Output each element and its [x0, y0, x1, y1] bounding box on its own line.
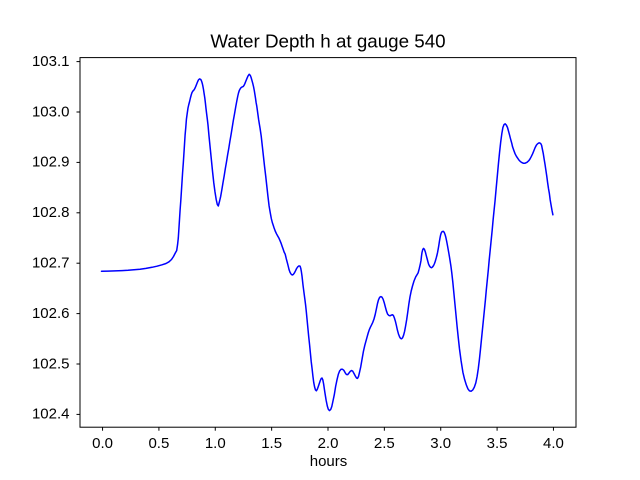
- svg-text:103.0: 103.0: [32, 103, 70, 120]
- svg-text:4.0: 4.0: [543, 435, 564, 452]
- svg-text:Water Depth h at gauge 540: Water Depth h at gauge 540: [210, 31, 445, 52]
- svg-text:102.4: 102.4: [32, 406, 70, 423]
- svg-text:102.6: 102.6: [32, 305, 70, 322]
- svg-text:103.1: 103.1: [32, 53, 70, 70]
- svg-text:0.0: 0.0: [92, 435, 113, 452]
- svg-text:2.5: 2.5: [374, 435, 395, 452]
- svg-text:102.8: 102.8: [32, 204, 70, 221]
- svg-text:2.0: 2.0: [318, 435, 339, 452]
- svg-text:102.9: 102.9: [32, 154, 70, 171]
- svg-text:3.0: 3.0: [430, 435, 451, 452]
- svg-text:102.7: 102.7: [32, 255, 70, 272]
- svg-text:102.5: 102.5: [32, 355, 70, 372]
- svg-text:0.5: 0.5: [148, 435, 169, 452]
- svg-text:3.5: 3.5: [487, 435, 508, 452]
- svg-text:hours: hours: [310, 453, 348, 470]
- svg-text:1.0: 1.0: [205, 435, 226, 452]
- svg-text:1.5: 1.5: [261, 435, 282, 452]
